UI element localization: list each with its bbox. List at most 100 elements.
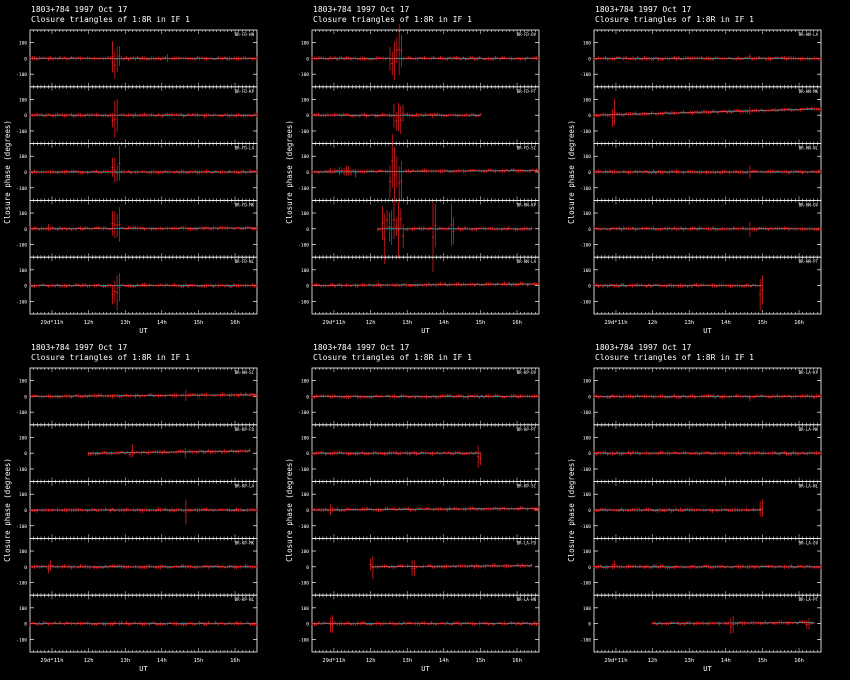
baseline-label: BR-HN-OV [799, 202, 819, 207]
y-tick-label: 100 [19, 97, 27, 103]
y-tick-label: -100 [16, 410, 27, 416]
x-tick-label: 14h [439, 320, 449, 326]
baseline-label: BR-HN-LA [517, 259, 537, 264]
y-tick-label: 0 [24, 113, 27, 119]
y-tick-label: 0 [588, 227, 591, 233]
x-tick-label: 29d*11h [322, 320, 345, 326]
x-axis-label: UT [703, 327, 712, 335]
triangle-panel: 100 0 -100 BR-FD-SC [298, 134, 541, 203]
plot-title: 1803+784 1997 Oct 17 [31, 343, 128, 352]
y-tick-label: 0 [24, 170, 27, 176]
y-tick-label: 0 [588, 56, 591, 62]
x-tick-label: 15h [475, 320, 485, 326]
y-tick-label: 0 [306, 284, 309, 290]
y-tick-label: 100 [301, 211, 309, 217]
baseline-label: BR-FD-MK [235, 202, 255, 207]
y-tick-label: -100 [298, 129, 309, 135]
y-tick-label: 0 [588, 113, 591, 119]
y-tick-label: 100 [301, 97, 309, 103]
y-tick-label: -100 [298, 299, 309, 305]
y-tick-label: -100 [16, 72, 27, 78]
y-tick-label: -100 [580, 243, 591, 249]
x-tick-label: 12h [648, 320, 658, 326]
y-tick-label: -100 [580, 186, 591, 192]
x-tick-label: 16h [794, 320, 804, 326]
x-tick-label: 16h [512, 320, 522, 326]
y-tick-label: 0 [24, 394, 27, 400]
triangle-panel: 100 0 -100 BR-HN-PT [580, 256, 822, 315]
x-tick-label: 13h [684, 320, 694, 326]
plot-subtitle: Closure triangles of 1:8R in IF 1 [31, 15, 190, 24]
x-tick-label: 29d*11h [604, 320, 627, 326]
y-axis-label: Closure phase (degrees) [285, 120, 294, 224]
triangle-panel: 100 0 -100 BR-HN-NL [580, 143, 823, 201]
y-tick-label: 0 [24, 284, 27, 290]
plot-title: 1803+784 1997 Oct 17 [313, 5, 410, 14]
y-tick-label: 100 [19, 41, 27, 47]
y-tick-label: 100 [583, 97, 591, 103]
y-tick-label: 100 [19, 379, 27, 385]
x-tick-label: 29d*11h [40, 320, 63, 326]
plot-title: 1803+784 1997 Oct 17 [595, 5, 692, 14]
y-axis-label: Closure phase (degrees) [567, 120, 576, 224]
x-tick-label: 16h [230, 320, 240, 326]
x-axis-label: UT [421, 327, 430, 335]
y-tick-label: 100 [583, 211, 591, 217]
baseline-label: BR-HN-MK [799, 89, 819, 94]
x-tick-label: 12h [366, 320, 376, 326]
y-tick-label: 0 [24, 56, 27, 62]
y-tick-label: -100 [298, 186, 309, 192]
x-tick-label: 13h [120, 320, 130, 326]
y-tick-label: -100 [16, 129, 27, 135]
baseline-label: BR-FD-LA [235, 146, 255, 151]
y-tick-label: 100 [583, 268, 591, 274]
baseline-label: BR-FD-SC [517, 146, 537, 151]
triangle-panel: 100 0 -100 BR-FD-NL [16, 256, 259, 315]
y-axis-label: Closure phase (degrees) [3, 120, 12, 224]
y-tick-label: -100 [16, 243, 27, 249]
x-tick-label: 12h [84, 320, 94, 326]
y-tick-label: 100 [583, 41, 591, 47]
baseline-label: BR-FD-PT [517, 89, 537, 94]
x-tick-label: 14h [721, 320, 731, 326]
baseline-label: BR-FD-KP [235, 89, 255, 94]
x-tick-label: 13h [402, 320, 412, 326]
y-tick-label: 0 [588, 284, 591, 290]
baseline-label: BR-FD-OV [517, 32, 537, 37]
y-tick-label: -100 [580, 299, 591, 305]
y-tick-label: -100 [16, 186, 27, 192]
x-tick-label: 15h [193, 320, 203, 326]
y-tick-label: 100 [301, 268, 309, 274]
y-tick-label: -100 [580, 129, 591, 135]
y-tick-label: -100 [16, 299, 27, 305]
y-tick-label: 100 [19, 154, 27, 160]
y-tick-label: 100 [301, 41, 309, 47]
x-tick-label: 15h [757, 320, 767, 326]
y-tick-label: 100 [583, 154, 591, 160]
triangle-panel: 100 0 -100 BR-HN-LA [298, 256, 541, 315]
y-tick-label: 0 [306, 113, 309, 119]
y-tick-label: 0 [306, 227, 309, 233]
baseline-label: BR-FD-NL [235, 259, 255, 264]
baseline-label: BR-HN-PT [799, 259, 819, 264]
plot-subtitle: Closure triangles of 1:8R in IF 1 [313, 15, 472, 24]
y-tick-label: 0 [306, 170, 309, 176]
x-tick-label: 14h [157, 320, 167, 326]
y-tick-label: 100 [19, 211, 27, 217]
baseline-label: BR-HN-KP [517, 202, 537, 207]
y-tick-label: -100 [298, 243, 309, 249]
plot-subtitle: Closure triangles of 1:8R in IF 1 [595, 15, 754, 24]
y-tick-label: 0 [24, 227, 27, 233]
triangle-panel: 100 0 -100 BR-FD-MK [16, 199, 259, 258]
triangle-panel: 100 0 -100 BR-HN-KP [298, 199, 540, 273]
y-tick-label: 100 [19, 268, 27, 274]
baseline-label: BR-HN-NL [799, 146, 819, 151]
y-axis-label: Closure phase (degrees) [3, 458, 12, 562]
baseline-label: BR-FD-HN [235, 32, 255, 37]
